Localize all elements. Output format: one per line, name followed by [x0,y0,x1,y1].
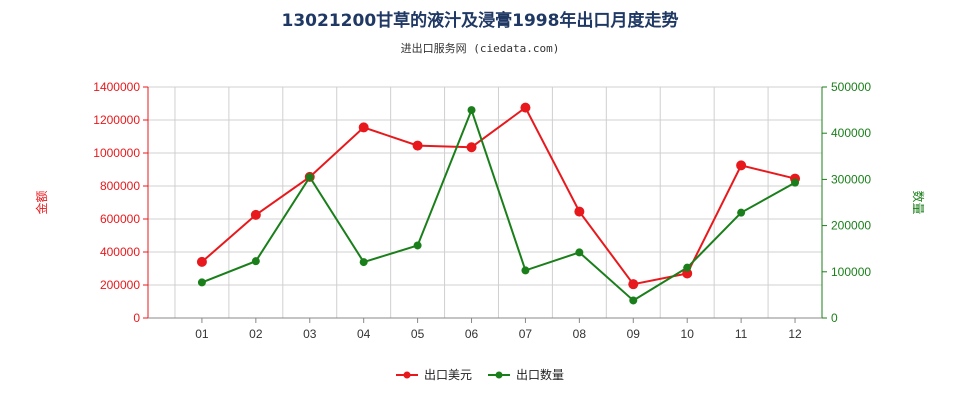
x-tick-label: 07 [519,327,533,341]
series-line-2 [201,107,796,302]
legend-label: 出口数量 [516,367,564,382]
y-left-tick-label: 0 [133,311,140,325]
series-2-point [305,173,314,182]
series-1-point [358,122,369,133]
y-left-tick-label: 1000000 [93,146,140,160]
y-right-axis-title: 数量 [911,190,926,214]
series-2-point [791,178,800,187]
series-2-point [359,258,368,267]
series-1-point [520,102,531,113]
y-left-tick-label: 600000 [100,212,140,226]
y-right-tick-label: 100000 [831,265,871,279]
legend-label: 出口美元 [424,368,472,382]
legend: 出口美元 出口数量 [396,367,564,382]
axes: 0200000400000600000800000100000012000001… [34,80,926,341]
series-1-point [574,206,585,217]
legend-swatch-marker [495,371,503,379]
x-tick-label: 01 [195,327,209,341]
x-tick-label: 05 [411,327,425,341]
y-right-tick-label: 200000 [831,219,871,233]
x-tick-label: 09 [627,327,641,341]
series-2-point [197,278,206,287]
y-left-tick-label: 1200000 [93,113,140,127]
series-1-point [412,140,423,151]
series-line-1 [201,106,796,286]
series-1-point [682,268,693,279]
x-tick-label: 12 [788,327,802,341]
grid [147,86,823,319]
series-2-point [737,208,746,217]
y-right-tick-label: 300000 [831,172,871,186]
series-2-point [521,266,530,275]
y-left-tick-label: 800000 [100,179,140,193]
chart-subtitle: 进出口服务网 (ciedata.com) [401,41,560,55]
x-tick-label: 06 [465,327,479,341]
x-tick-label: 08 [573,327,587,341]
series-1-point [736,160,747,171]
legend-swatch-marker [403,371,411,379]
y-right-tick-label: 500000 [831,80,871,94]
series-2-point [575,248,584,257]
plot-area [147,86,823,319]
y-left-tick-label: 200000 [100,278,140,292]
y-right-tick-label: 400000 [831,126,871,140]
x-tick-label: 02 [249,327,263,341]
series-2-point [251,257,260,266]
series-1-point [466,142,477,153]
series-1-point [250,209,261,220]
chart-title: 13021200甘草的液汁及浸膏1998年出口月度走势 [282,10,679,31]
series-1-point [196,256,207,267]
x-tick-label: 03 [303,327,317,341]
series-layer [196,102,801,305]
series-2-point [629,296,638,305]
x-tick-label: 10 [681,327,695,341]
y-right-tick-label: 0 [831,311,838,325]
series-2-point [683,263,692,272]
series-2-point [467,106,476,115]
y-left-tick-label: 400000 [100,245,140,259]
x-tick-label: 04 [357,327,371,341]
y-left-axis-title: 金额 [34,190,49,214]
y-left-tick-label: 1400000 [93,80,140,94]
series-1-point [628,279,639,290]
x-tick-label: 11 [735,327,748,341]
series-2-point [413,241,422,250]
